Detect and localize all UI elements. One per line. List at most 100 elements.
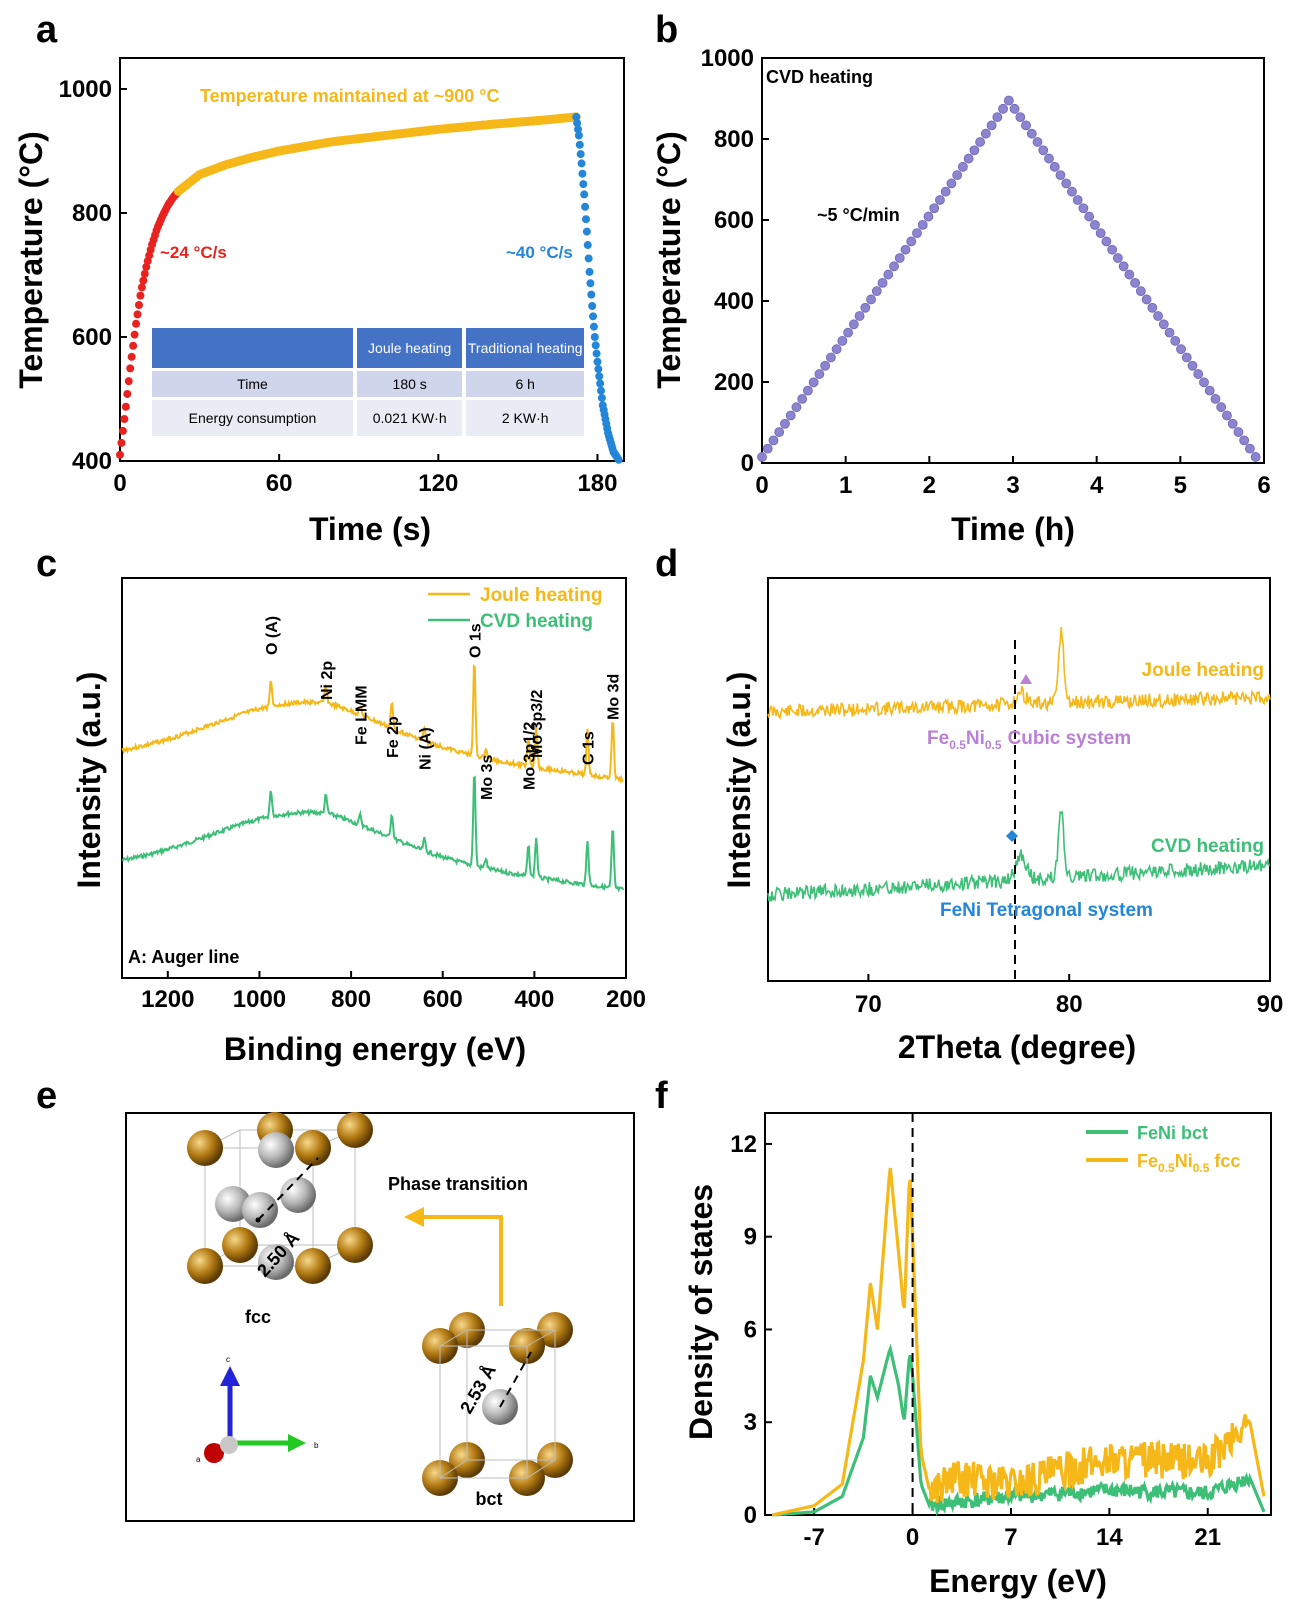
data-point: [1153, 311, 1163, 321]
ni-atom: [258, 1244, 294, 1280]
panel-label-a: a: [36, 9, 58, 51]
data-point: [578, 169, 587, 178]
bct-cell: [439, 1329, 556, 1479]
data-point: [866, 294, 876, 305]
structure-frame: [125, 1112, 635, 1522]
axis-c-label: c: [226, 1355, 230, 1364]
data-point: [124, 377, 133, 386]
data-point: [576, 150, 585, 159]
axis-ticks-c: 1200 1000 800 600 400 200: [141, 971, 646, 1013]
data-point: [1244, 443, 1255, 454]
peak-label: C 1s: [581, 731, 598, 765]
data-point: [900, 244, 911, 255]
fe-atom: [337, 1227, 373, 1263]
data-point: [1233, 427, 1244, 437]
data-point: [917, 219, 928, 230]
data-point: [831, 344, 842, 355]
data-point: [957, 161, 968, 172]
x-tick-label: 1200: [141, 986, 194, 1013]
plot-frame-a: [119, 57, 625, 462]
data-point: [912, 228, 922, 239]
x-label-f: Energy (eV): [929, 1563, 1107, 1599]
data-point: [123, 389, 132, 398]
data-point: [117, 438, 126, 447]
data-point: [1061, 178, 1072, 189]
x-tick-label: 90: [1257, 991, 1284, 1018]
data-point: [1204, 385, 1215, 396]
comparison-table: Joule heating Traditional heating Time 1…: [148, 325, 588, 439]
data-point: [1090, 219, 1100, 230]
data-point: [814, 369, 825, 379]
data-point: [139, 276, 148, 285]
panel-label-f: f: [655, 1075, 668, 1117]
data-point: [940, 186, 951, 197]
axis-b-label: b: [314, 1441, 319, 1450]
data-point: [593, 357, 602, 366]
data-point: [1227, 418, 1238, 429]
x-tick-label: 80: [1056, 991, 1083, 1018]
data-point: [1135, 286, 1146, 297]
data-point: [1141, 294, 1152, 305]
annotation-maintained: Temperature maintained at ~900 °C: [200, 86, 499, 106]
data-point: [825, 352, 836, 363]
data-point: [585, 267, 594, 276]
ni-atom: [280, 1177, 316, 1213]
data-point: [118, 426, 127, 435]
data-point: [1118, 261, 1129, 272]
data-point: [582, 227, 591, 236]
table-header-empty: [152, 328, 353, 368]
data-point: [1049, 161, 1060, 172]
x-tick-label: 200: [606, 986, 646, 1013]
panel-a: a 0 60 120 180 400 600 800 1000 Temperature mai…: [13, 9, 625, 547]
y-tick-label: 400: [714, 288, 754, 315]
data-point: [592, 349, 601, 358]
data-point: [923, 211, 934, 222]
data-point: [992, 112, 1003, 123]
data-point: [116, 450, 124, 459]
axis-a-label: a: [196, 1455, 201, 1464]
axis-origin-dot: [220, 1436, 238, 1454]
plot-frame-d: [767, 577, 1271, 982]
data-point: [574, 131, 583, 140]
data-point: [1107, 244, 1118, 255]
x-tick-label: 1000: [233, 986, 286, 1013]
data-point: [589, 322, 598, 331]
data-point: [1222, 410, 1232, 421]
y-tick-label: 600: [72, 324, 112, 351]
x-tick-label: 5: [1174, 472, 1187, 499]
data-point: [614, 455, 623, 464]
peak-label: Mo 3p1/2: [521, 721, 538, 790]
x-tick-label: 70: [855, 991, 882, 1018]
table-header-joule: Joule heating: [356, 328, 463, 368]
ni-atom: [258, 1132, 294, 1168]
data-point: [1038, 145, 1049, 156]
y-tick-label: 400: [72, 448, 112, 475]
legend-cvd-d: CVD heating: [1151, 836, 1264, 857]
data-point: [127, 352, 136, 361]
y-label-c: Intensity (a.u.): [71, 672, 107, 889]
data-point: [1021, 120, 1031, 131]
phase-transition-label: Phase transition: [388, 1174, 528, 1194]
table-row: Energy consumption 0.021 KW·h 2 KW·h: [152, 400, 584, 436]
legend-b: CVD heating: [766, 67, 873, 87]
data-point: [136, 291, 145, 300]
data-point: [986, 120, 997, 131]
table-cell: Energy consumption: [152, 400, 353, 436]
annotation-rate-b: ~5 °C/min: [817, 205, 900, 225]
tetragonal-phase-label: FeNi Tetragonal system: [940, 900, 1153, 921]
peak-label: Fe LMM: [353, 685, 370, 745]
data-point: [584, 254, 593, 263]
peak-label: Mo 3s: [479, 755, 496, 800]
x-tick-label: 21: [1194, 1524, 1221, 1551]
y-tick-label: 1000: [59, 76, 112, 103]
table-cell: 6 h: [466, 371, 584, 397]
y-label-b: Temperature (°C): [651, 131, 687, 389]
fe-atom: [337, 1112, 373, 1148]
x-tick-label: 0: [906, 1524, 919, 1551]
data-point: [785, 410, 796, 421]
axis-ticks-b: 0 1 2 3 4 5 6 0 200 400 600 800 1000: [701, 45, 1271, 499]
data-point: [581, 215, 590, 224]
data-point: [589, 312, 598, 321]
data-point: [597, 386, 606, 395]
axis-b-head-icon: [288, 1434, 306, 1452]
